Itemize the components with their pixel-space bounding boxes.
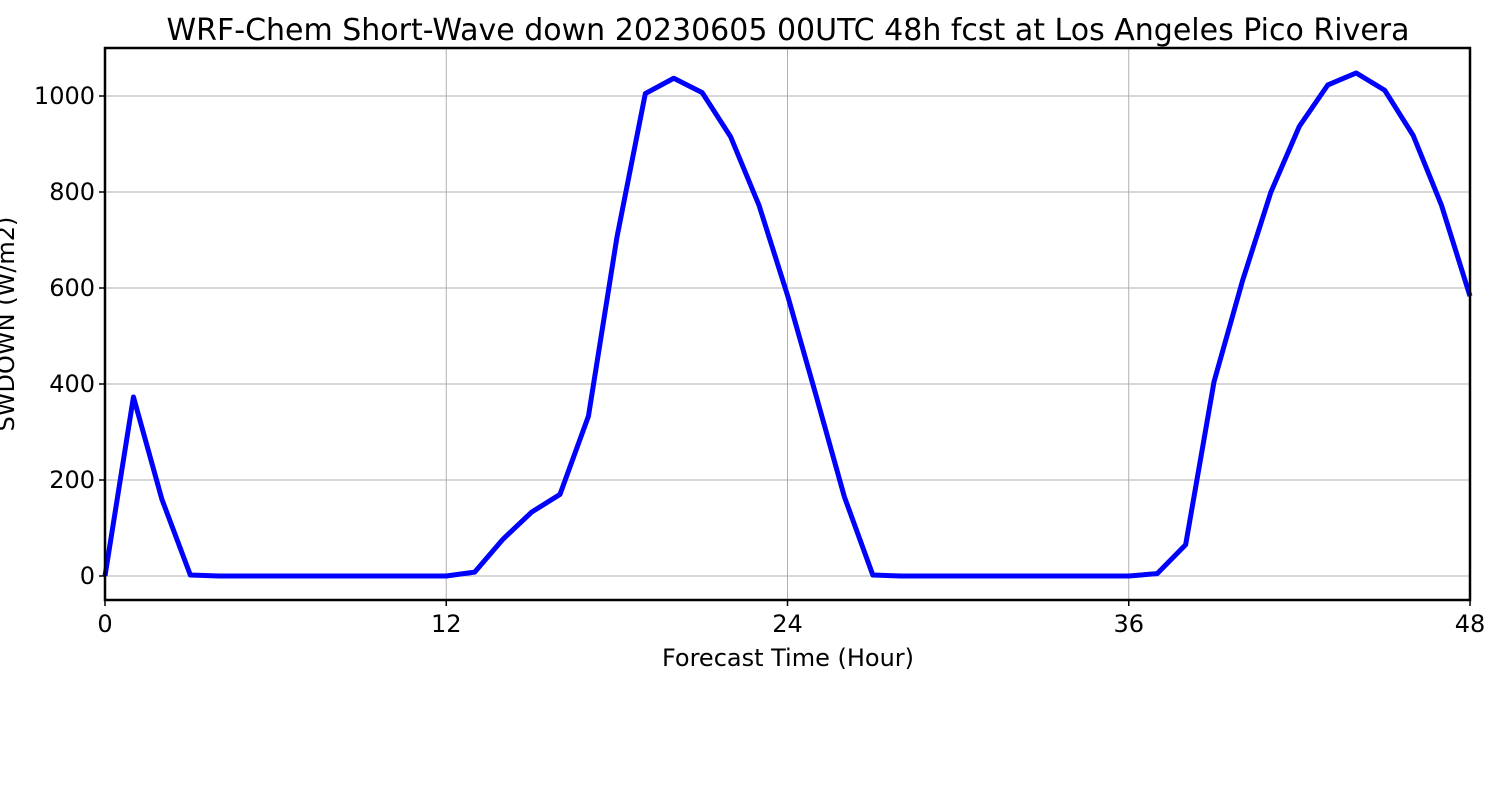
chart-title: WRF-Chem Short-Wave down 20230605 00UTC …: [166, 13, 1409, 48]
series-line: [102, 70, 1473, 579]
x-tick-label: 12: [431, 610, 462, 638]
x-tick-label: 24: [772, 610, 803, 638]
y-axis-label: SWDOWN (W/m2): [0, 217, 20, 432]
x-axis-label: Forecast Time (Hour): [662, 644, 914, 672]
x-tick-label: 0: [97, 610, 112, 638]
x-tick-label: 48: [1455, 610, 1486, 638]
series-line-group: [102, 70, 1473, 579]
y-axis-ticks: 0 200 400 600 800 1000: [34, 82, 105, 590]
grid-lines: [104, 48, 1471, 600]
y-tick-label: 0: [80, 562, 95, 590]
y-tick-label: 1000: [34, 82, 95, 110]
y-tick-label: 400: [49, 370, 95, 398]
x-tick-label: 36: [1113, 610, 1144, 638]
x-axis-ticks: 0 12 24 36 48: [97, 600, 1485, 638]
y-tick-label: 600: [49, 274, 95, 302]
y-tick-label: 200: [49, 466, 95, 494]
y-tick-label: 800: [49, 178, 95, 206]
